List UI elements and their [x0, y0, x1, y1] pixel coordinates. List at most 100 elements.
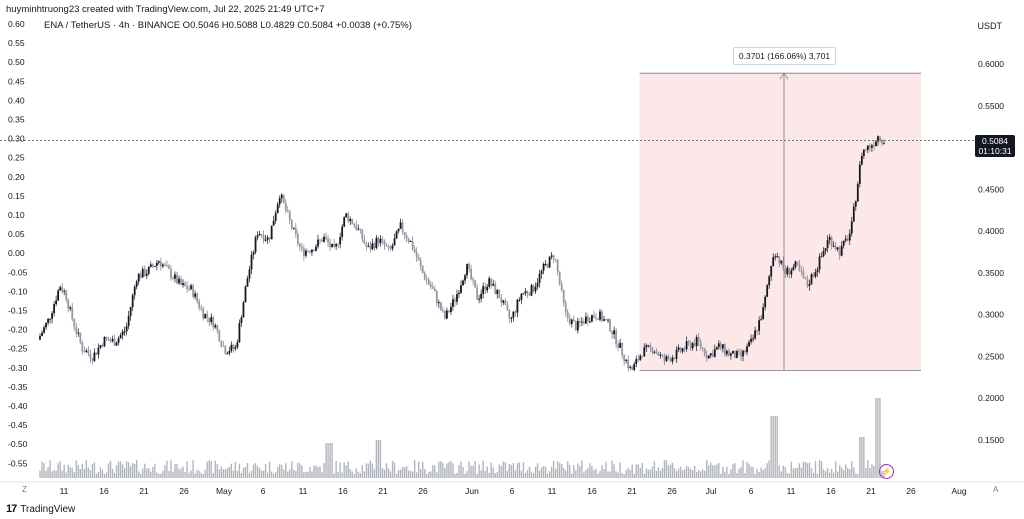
- volume-bar: [184, 472, 186, 478]
- volume-bar: [129, 466, 132, 478]
- volume-bar: [522, 462, 525, 478]
- left-axis-tick: 0.25: [8, 153, 25, 163]
- volume-bar: [810, 468, 813, 478]
- candle-body: [633, 364, 636, 370]
- volume-bar: [389, 471, 392, 478]
- candle-body: [311, 249, 313, 253]
- volume-bar: [808, 462, 811, 478]
- volume-bar: [631, 464, 633, 478]
- volume-bar: [339, 462, 341, 478]
- left-axis-tick: 0.05: [8, 229, 25, 239]
- x-axis-tick: 11: [787, 486, 796, 496]
- candle-body: [109, 340, 112, 342]
- x-axis-tick: 11: [60, 486, 69, 496]
- volume-bar: [287, 471, 289, 478]
- candle-body: [83, 351, 86, 353]
- candle-body: [137, 273, 140, 282]
- candle-body: [798, 264, 801, 271]
- candle-body: [605, 319, 607, 321]
- volume-bar: [383, 469, 386, 478]
- left-axis-tick: 0.45: [8, 76, 25, 86]
- left-axis-tick: 0.10: [8, 210, 25, 220]
- candle-body: [61, 287, 64, 292]
- volume-bar: [500, 466, 502, 478]
- volume-bar: [792, 468, 795, 478]
- volume-bar: [446, 463, 448, 478]
- candle-body: [774, 256, 777, 258]
- candle-body: [788, 267, 791, 275]
- candle-body: [862, 149, 865, 157]
- volume-bar: [589, 463, 591, 478]
- volume-bar: [778, 465, 780, 478]
- lightning-icon[interactable]: ⚡: [879, 464, 894, 479]
- candle-body: [572, 319, 575, 322]
- volume-bar: [121, 464, 124, 478]
- candle-body: [333, 243, 335, 247]
- volume-bar: [504, 462, 507, 478]
- candle-body: [554, 259, 557, 261]
- volume-bar: [399, 469, 402, 478]
- volume-bar: [138, 471, 140, 478]
- volume-bar: [605, 461, 607, 478]
- volume-bar: [583, 472, 585, 478]
- volume-bar: [418, 461, 420, 478]
- candle-body: [55, 300, 58, 305]
- volume-bar: [55, 470, 57, 478]
- candle-body: [131, 295, 134, 308]
- candle-body: [800, 270, 803, 272]
- volume-bar: [544, 466, 547, 478]
- volume-bar: [806, 463, 809, 478]
- candle-body: [760, 319, 763, 321]
- volume-bar: [49, 460, 51, 478]
- candle-body: [532, 285, 535, 292]
- volume-bar: [565, 470, 567, 478]
- x-axis: 11 16 21 26 May 6 11 16 21 26 Jun 6 11 16 21 26 Jul 6 11 16…: [60, 486, 967, 496]
- candle-body: [335, 244, 338, 247]
- volume-bar: [673, 468, 676, 478]
- volume-bar: [752, 466, 754, 478]
- candle-body: [830, 237, 833, 247]
- auto-scale-button[interactable]: A: [993, 485, 999, 494]
- candle-body: [582, 321, 585, 324]
- x-axis-tick: 11: [548, 486, 557, 496]
- volume-bar: [812, 473, 815, 478]
- candle-body: [641, 355, 644, 357]
- candle-body: [65, 290, 68, 301]
- candle-body: [468, 263, 470, 269]
- timezone-button[interactable]: Z: [22, 485, 27, 494]
- candle-body: [593, 315, 595, 318]
- candle-body: [125, 326, 128, 332]
- right-axis-tick: 0.2500: [978, 351, 1004, 361]
- volume-bar: [341, 472, 343, 478]
- volume-bar: [162, 470, 164, 478]
- volume-bar: [760, 467, 762, 478]
- candle-body: [252, 252, 255, 255]
- candle-body: [250, 254, 253, 270]
- volume-bar: [597, 473, 599, 478]
- volume-bar: [645, 468, 648, 478]
- x-axis-tick: 26: [906, 486, 916, 496]
- candle-body: [365, 243, 368, 247]
- candle-body: [687, 341, 690, 343]
- candle-body: [617, 344, 620, 348]
- candle-body: [488, 278, 491, 287]
- volume-bar: [331, 443, 333, 478]
- symbol-ohlc-line[interactable]: ENA / TetherUS · 4h · BINANCE O0.5046 H0…: [44, 20, 412, 31]
- candle-body: [742, 350, 744, 357]
- volume-bar: [349, 469, 351, 478]
- volume-bar: [667, 465, 670, 478]
- candle-body: [826, 240, 829, 249]
- brand-name[interactable]: TradingView: [20, 503, 76, 515]
- volume-bar: [697, 470, 700, 478]
- candle-body: [871, 145, 873, 148]
- volume-bar: [649, 469, 652, 478]
- left-axis-tick: -0.25: [8, 344, 28, 354]
- volume-bar: [563, 468, 565, 478]
- candle-body: [166, 264, 168, 266]
- volume-bar: [268, 461, 271, 478]
- candle-body: [578, 320, 581, 323]
- right-axis-tick: 0.4500: [978, 184, 1004, 194]
- candle-body: [802, 271, 805, 279]
- volume-bar: [222, 469, 225, 478]
